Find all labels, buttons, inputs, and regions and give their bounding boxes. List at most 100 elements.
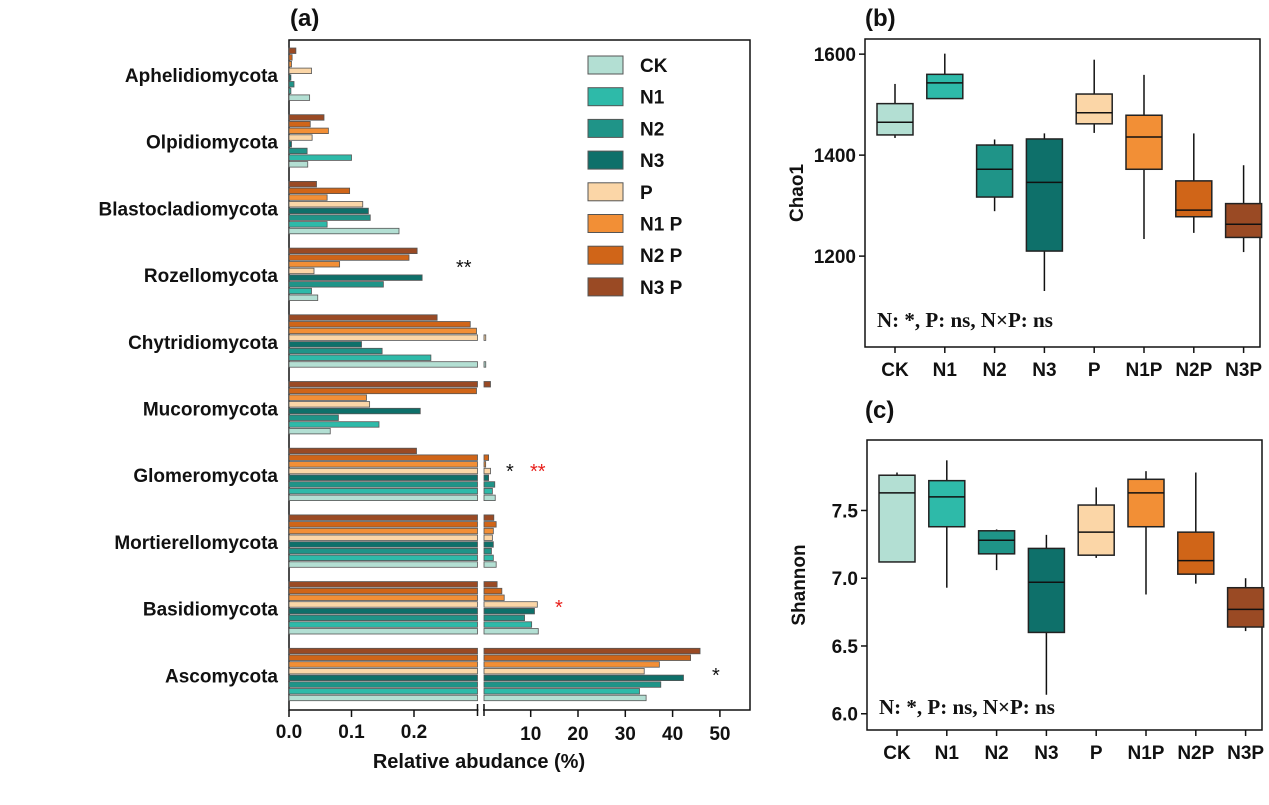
bar-mucoromycota-p	[288, 401, 371, 408]
bar-mucoromycota-ck	[288, 427, 331, 435]
bar-blastocladiomycota-n3p	[288, 180, 317, 188]
bar-glomeromycota-p	[288, 467, 478, 475]
bar-aphelidiomycota-n1p	[288, 61, 292, 68]
bar-mucoromycota-n3p	[288, 381, 478, 388]
bar-ascomycota-n2p	[288, 654, 478, 661]
legend-swatch-n2p	[587, 245, 624, 265]
legend: CK N1 N2 N3 P N1 P N2 P N3 P	[587, 55, 683, 299]
significance-mark: *	[712, 665, 720, 687]
bar-mortierellomycota-n2	[288, 548, 478, 555]
bar-chytridiomycota-ck	[288, 361, 478, 368]
y-tick-label: 6.5	[832, 637, 859, 658]
bar-rozellomycota-n2p	[288, 254, 410, 261]
legend-label: N3	[640, 151, 664, 172]
box-n1p	[1127, 478, 1165, 528]
bar-rozellomycota-p	[288, 267, 315, 275]
legend-swatch-n1	[587, 87, 624, 107]
bar-glomeromycota-p-right	[483, 467, 491, 475]
box-n1	[928, 479, 966, 528]
bar-mortierellomycota-p	[288, 534, 478, 541]
x-tick-label: N2	[982, 360, 1006, 381]
x-tick-label: N1	[935, 743, 960, 764]
bar-rozellomycota-n2	[288, 281, 384, 288]
bar-chytridiomycota-p	[288, 334, 478, 341]
bar-mortierellomycota-n3p-right	[483, 514, 495, 521]
category-label: Olpidiomycota	[146, 133, 278, 154]
bar-basidiomycota-n1p	[288, 594, 478, 601]
bar-chytridiomycota-n3p	[288, 314, 438, 321]
bar-blastocladiomycota-n3	[288, 207, 369, 215]
bar-ascomycota-n1p-right	[483, 661, 660, 668]
bar-ascomycota-n1	[288, 688, 478, 695]
bar-ascomycota-ck-right	[483, 694, 647, 702]
bar-chytridiomycota-n1	[288, 354, 432, 361]
bar-olpidiomycota-n2	[288, 147, 308, 155]
category-label: Glomeromycota	[133, 466, 278, 487]
bar-chytridiomycota-n2	[288, 347, 383, 355]
box-p	[1077, 504, 1115, 556]
bar-mortierellomycota-n1	[288, 554, 478, 561]
bar-mortierellomycota-n2p	[288, 521, 478, 528]
bar-rozellomycota-n3p	[288, 247, 418, 255]
legend-label: N2 P	[640, 246, 683, 267]
bar-glomeromycota-n2	[288, 481, 478, 488]
bar-group	[288, 47, 701, 702]
bar-glomeromycota-n2p-right	[483, 454, 490, 461]
bar-basidiomycota-n1p-right	[483, 594, 505, 601]
bar-olpidiomycota-n3p	[288, 114, 325, 121]
legend-swatch-p	[587, 182, 624, 202]
x-tick-label: P	[1088, 360, 1101, 381]
bar-chytridiomycota-p-right	[483, 334, 487, 341]
significance-summary: N: *, P: ns, N×P: ns	[877, 308, 1053, 332]
bar-ascomycota-n2	[288, 681, 478, 688]
bar-mortierellomycota-ck	[288, 561, 478, 568]
x-tick-label: CK	[883, 743, 911, 764]
bar-mortierellomycota-n3	[288, 541, 478, 548]
category-label: Mortierellomycota	[114, 533, 278, 554]
y-axis-title: Shannon	[789, 544, 810, 625]
bar-ascomycota-n1-right	[483, 688, 640, 695]
bar-basidiomycota-n2-right	[483, 614, 525, 621]
x-tick-label: 0.2	[401, 722, 427, 743]
x-tick-label: N3P	[1227, 743, 1264, 764]
x-tick-label: N3	[1032, 360, 1056, 381]
bar-mortierellomycota-n1-right	[483, 554, 494, 561]
legend-label: N1 P	[640, 215, 683, 236]
bar-glomeromycota-n1	[288, 487, 478, 495]
bar-aphelidiomycota-p	[288, 67, 312, 74]
bar-ascomycota-n1p	[288, 661, 478, 668]
x-tick-label: N3P	[1225, 360, 1262, 381]
legend-label: P	[640, 183, 653, 204]
bar-blastocladiomycota-n1p	[288, 194, 328, 201]
bar-rozellomycota-n1p	[288, 261, 341, 268]
y-tick-label: 1400	[814, 146, 856, 167]
panel-c-label: (c)	[865, 397, 894, 424]
x-tick-label: N3	[1034, 743, 1058, 764]
bar-basidiomycota-ck-right	[483, 628, 539, 635]
bar-chytridiomycota-n3	[288, 341, 362, 348]
bar-mucoromycota-n3p-right	[483, 381, 491, 388]
x-tick-label: 40	[662, 724, 683, 745]
bar-glomeromycota-n3	[288, 474, 478, 481]
bar-aphelidiomycota-n3	[288, 74, 292, 81]
y-tick-label: 7.0	[832, 569, 858, 590]
box-n2	[975, 144, 1014, 198]
category-label: Rozellomycota	[144, 266, 279, 287]
bar-blastocladiomycota-n2p	[288, 187, 351, 195]
bar-basidiomycota-p-right	[483, 601, 538, 608]
bar-basidiomycota-n3p	[288, 581, 478, 588]
box-p	[1075, 93, 1113, 125]
significance-mark: **	[530, 461, 546, 483]
box-n3p	[1224, 202, 1263, 239]
bar-basidiomycota-n2	[288, 614, 478, 621]
bar-basidiomycota-ck	[288, 628, 478, 635]
bar-mortierellomycota-n2-right	[483, 548, 492, 555]
x-tick-label: N2	[984, 743, 1008, 764]
x-tick-label: 10	[520, 724, 541, 745]
category-label: Chytridiomycota	[128, 333, 278, 354]
bar-mucoromycota-n3	[288, 407, 421, 415]
bar-blastocladiomycota-n1	[288, 221, 328, 228]
box-n3	[1025, 138, 1064, 252]
